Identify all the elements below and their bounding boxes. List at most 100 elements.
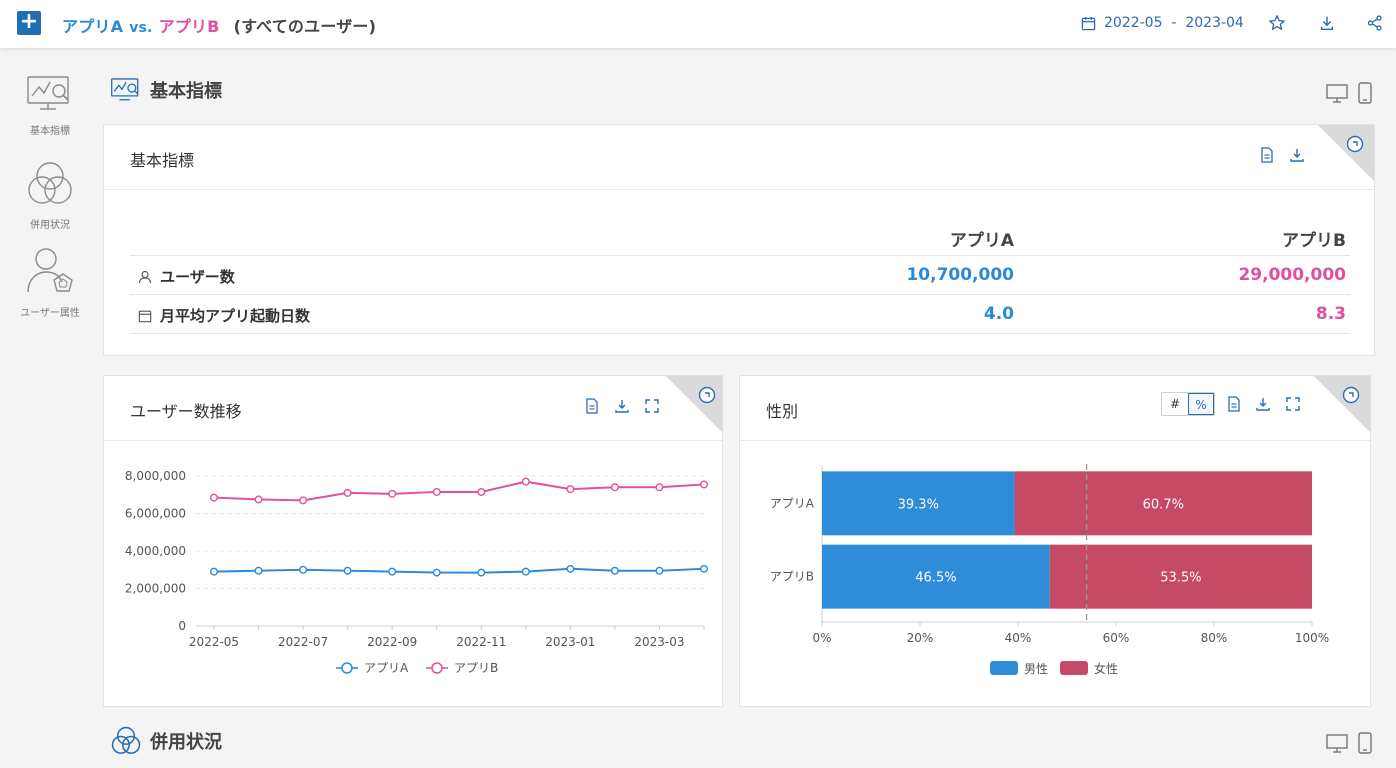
x-tick-label: 40% <box>1005 631 1032 645</box>
data-point <box>655 483 664 492</box>
section-title: 併用状況 <box>150 732 222 753</box>
kpi-col-b: アプリB <box>1282 231 1346 251</box>
data-label: 53.5% <box>1160 571 1201 586</box>
y-tick-label: 6,000,000 <box>125 507 186 521</box>
data-point <box>610 483 619 492</box>
sidebar-item-overlap[interactable]: 併用状況 <box>0 160 100 231</box>
title-app-a: アプリA <box>62 17 124 36</box>
desktop-icon[interactable] <box>1326 83 1348 103</box>
card-divider <box>104 189 1374 190</box>
report-icon[interactable] <box>1259 147 1275 163</box>
count-percent-toggle: # % <box>1161 392 1215 416</box>
series-line-app-b <box>213 480 705 502</box>
title-app-b: アプリB <box>158 17 220 36</box>
calendar-icon <box>1081 16 1096 30</box>
kpi-table: アプリA アプリB ユーザー数 10,700,000 29,000,000 月平… <box>130 217 1350 334</box>
data-point <box>432 568 441 577</box>
venn-icon <box>28 162 72 204</box>
kpi-row-launch-days: 月平均アプリ起動日数 4.0 8.3 <box>130 295 1350 334</box>
data-point <box>299 496 308 505</box>
y-tick-label: 4,000,000 <box>125 544 186 558</box>
bar-segment-male <box>822 471 1015 536</box>
data-label: 39.3% <box>898 497 939 512</box>
legend-label: アプリA <box>364 661 409 675</box>
data-point <box>343 566 352 575</box>
category-label: アプリB <box>770 570 814 584</box>
legend-marker <box>431 662 443 674</box>
section-title: 基本指標 <box>150 81 222 102</box>
title-vs: vs. <box>129 20 153 36</box>
bar-segment-female <box>1014 471 1312 536</box>
data-point <box>477 487 486 496</box>
data-point <box>521 477 530 486</box>
section-header-overlap: 併用状況 <box>110 725 222 757</box>
add-button[interactable]: + <box>17 11 41 35</box>
monitor-chart-icon <box>27 76 69 110</box>
kpi-launch-a: 4.0 <box>983 304 1014 324</box>
sidebar-item-label: 基本指標 <box>30 126 70 137</box>
data-label: 60.7% <box>1143 497 1184 512</box>
info-icon[interactable] <box>1342 386 1360 404</box>
bar-segment-female <box>1049 544 1312 609</box>
user-attribute-icon <box>27 248 73 293</box>
kpi-label-users: ユーザー数 <box>160 268 235 286</box>
data-point <box>700 480 709 489</box>
card-title: ユーザー数推移 <box>130 402 242 421</box>
legend-label: 男性 <box>1024 662 1048 676</box>
data-point <box>566 485 575 494</box>
expand-icon[interactable] <box>1285 396 1301 412</box>
report-icon[interactable] <box>584 398 600 414</box>
info-icon[interactable] <box>698 386 716 404</box>
legend-label: 女性 <box>1094 661 1118 676</box>
bar-segment-male <box>822 544 1050 609</box>
download-icon[interactable] <box>614 398 630 414</box>
monitor-chart-icon <box>111 78 139 101</box>
x-tick-label: 80% <box>1201 631 1228 645</box>
device-toggle <box>1326 732 1372 754</box>
data-point <box>610 566 619 575</box>
toggle-count[interactable]: # <box>1169 397 1181 411</box>
expand-icon[interactable] <box>644 398 660 414</box>
kpi-col-a: アプリA <box>949 231 1014 251</box>
sidebar-item-user-attr[interactable]: ユーザー属性 <box>0 246 100 319</box>
data-label: 46.5% <box>915 571 956 586</box>
data-point <box>209 567 218 576</box>
card-corner <box>1318 125 1374 181</box>
kpi-label-launch-days: 月平均アプリ起動日数 <box>160 307 311 325</box>
x-tick-label: 2022-05 <box>189 635 239 649</box>
download-icon[interactable] <box>1289 147 1305 163</box>
x-tick-label: 2022-11 <box>456 635 506 649</box>
x-tick-label: 20% <box>907 631 934 645</box>
toggle-percent[interactable]: % <box>1188 393 1214 415</box>
calendar-icon <box>138 310 152 322</box>
data-point <box>700 564 709 573</box>
date-range-picker[interactable]: 2022-05 - 2023-04 <box>1081 15 1244 31</box>
download-icon[interactable] <box>1318 14 1336 32</box>
info-icon[interactable] <box>1346 135 1364 153</box>
download-icon[interactable] <box>1255 396 1271 412</box>
legend-swatch <box>990 661 1018 675</box>
data-point <box>209 493 218 502</box>
data-point <box>388 567 397 576</box>
legend-label: アプリB <box>454 661 498 675</box>
sidebar-item-basic[interactable]: 基本指標 <box>0 74 100 137</box>
share-icon[interactable] <box>1366 14 1384 32</box>
y-tick-label: 8,000,000 <box>125 469 186 483</box>
star-icon[interactable] <box>1268 14 1286 32</box>
card-title: 性別 <box>766 402 799 421</box>
report-icon[interactable] <box>1226 396 1242 412</box>
sidebar: 基本指標 併用状況 ユーザー属性 <box>0 48 100 768</box>
kpi-card: 基本指標 アプリA アプリB ユーザー数 10,700,000 29,000,0… <box>103 124 1375 356</box>
card-divider <box>740 440 1370 441</box>
trend-card: ユーザー数推移 0 2,000,000 4,000,000 6,000,000 8,00… <box>103 375 723 707</box>
x-tick-label: 0% <box>812 631 831 645</box>
mobile-icon[interactable] <box>1358 82 1372 104</box>
data-point <box>343 488 352 497</box>
user-icon <box>138 270 152 283</box>
kpi-launch-b: 8.3 <box>1315 304 1346 324</box>
kpi-row-label: ユーザー数 <box>138 266 235 287</box>
kpi-row-users: ユーザー数 10,700,000 29,000,000 <box>130 256 1350 295</box>
mobile-icon[interactable] <box>1358 732 1372 754</box>
desktop-icon[interactable] <box>1326 733 1348 753</box>
date-range-text: 2022-05 - 2023-04 <box>1104 15 1244 31</box>
